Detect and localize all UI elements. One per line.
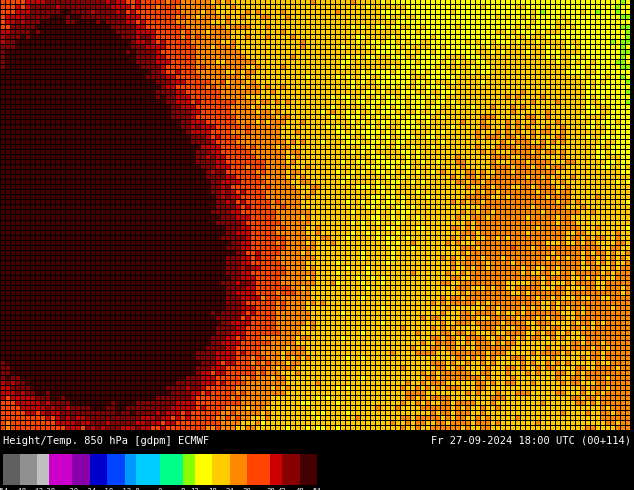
- Text: -48: -48: [13, 488, 27, 490]
- Text: 30: 30: [243, 488, 252, 490]
- Bar: [72, 454, 90, 485]
- Text: 38: 38: [266, 488, 275, 490]
- Text: -12: -12: [119, 488, 131, 490]
- Text: -38: -38: [42, 488, 56, 490]
- Text: Fr 27-09-2024 18:00 UTC (00+114): Fr 27-09-2024 18:00 UTC (00+114): [431, 436, 631, 446]
- Text: 18: 18: [208, 488, 217, 490]
- Text: 12: 12: [190, 488, 199, 490]
- Bar: [125, 454, 136, 485]
- Bar: [271, 454, 282, 485]
- Text: -18: -18: [101, 488, 114, 490]
- Text: 54: 54: [313, 488, 321, 490]
- Bar: [230, 454, 247, 485]
- Bar: [3, 454, 20, 485]
- Text: -54: -54: [0, 488, 9, 490]
- Text: -30: -30: [66, 488, 79, 490]
- Text: -8: -8: [132, 488, 141, 490]
- Bar: [49, 454, 72, 485]
- Text: 24: 24: [225, 488, 234, 490]
- Bar: [195, 454, 212, 485]
- Bar: [299, 454, 317, 485]
- Text: 8: 8: [181, 488, 185, 490]
- Bar: [90, 454, 107, 485]
- Bar: [212, 454, 230, 485]
- Text: 42: 42: [278, 488, 287, 490]
- Bar: [136, 454, 160, 485]
- Text: -42: -42: [31, 488, 44, 490]
- Text: 0: 0: [158, 488, 162, 490]
- Bar: [107, 454, 125, 485]
- Bar: [183, 454, 195, 485]
- Bar: [37, 454, 49, 485]
- Text: -24: -24: [83, 488, 96, 490]
- Bar: [20, 454, 37, 485]
- Bar: [160, 454, 183, 485]
- Bar: [282, 454, 299, 485]
- Text: Height/Temp. 850 hPa [gdpm] ECMWF: Height/Temp. 850 hPa [gdpm] ECMWF: [3, 436, 209, 446]
- Bar: [247, 454, 271, 485]
- Text: 48: 48: [295, 488, 304, 490]
